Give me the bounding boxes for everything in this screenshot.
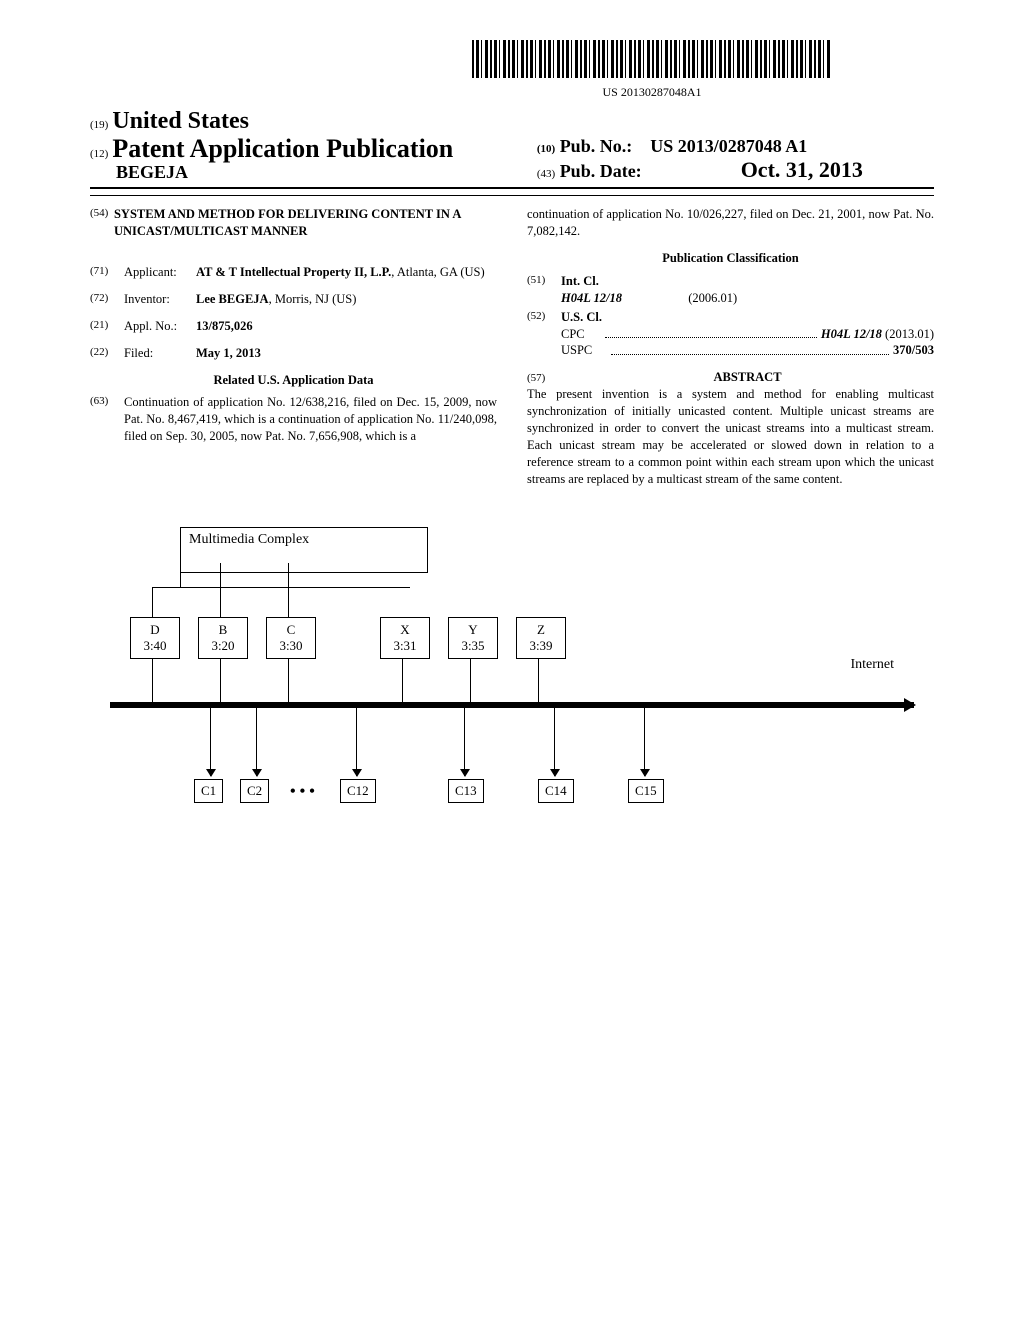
title-code: (54) <box>90 206 114 254</box>
node-D: D3:40 <box>130 617 180 658</box>
pub-date-label: Pub. Date: <box>560 161 642 181</box>
inventor-label: Inventor: <box>124 291 196 308</box>
pub-date-code: (43) <box>537 168 555 180</box>
client-C14: C14 <box>538 779 574 803</box>
continuation-text: Continuation of application No. 12/638,2… <box>124 394 497 445</box>
applno-label: Appl. No.: <box>124 318 196 335</box>
node-X: X3:31 <box>380 617 430 658</box>
node-B: B3:20 <box>198 617 248 658</box>
internet-label: Internet <box>850 657 894 673</box>
applicant-loc: Atlanta, GA (US) <box>397 265 485 279</box>
header-row: (19) United States (12) Patent Applicati… <box>90 108 934 189</box>
client-C15: C15 <box>628 779 664 803</box>
barcode-number: US 20130287048A1 <box>370 85 934 100</box>
intcl-year: (2006.01) <box>688 291 737 305</box>
intcl-label: Int. Cl. <box>561 274 599 288</box>
intcl-value: H04L 12/18 <box>561 291 622 305</box>
pub-type-code: (12) <box>90 148 108 160</box>
multimedia-complex-box: Multimedia Complex <box>180 527 428 573</box>
abstract-text: The present invention is a system and me… <box>527 386 934 487</box>
client-C13: C13 <box>448 779 484 803</box>
continuation-code: (63) <box>90 394 124 445</box>
invention-title: SYSTEM AND METHOD FOR DELIVERING CONTENT… <box>114 206 497 240</box>
left-column: (54) SYSTEM AND METHOD FOR DELIVERING CO… <box>90 206 497 487</box>
cpc-year: (2013.01) <box>885 327 934 341</box>
uscl-code: (52) <box>527 309 561 360</box>
country: United States <box>112 108 249 134</box>
pub-no-code: (10) <box>537 143 555 155</box>
filed-code: (22) <box>90 345 124 362</box>
node-Z: Z3:39 <box>516 617 566 658</box>
diagram: Multimedia Complex D3:40 B3:20 C3:30 X3:31 Y… <box>90 527 934 847</box>
intcl-code: (51) <box>527 273 561 307</box>
cpc-label: CPC <box>561 326 601 343</box>
abstract-code: (57) <box>527 371 561 386</box>
continuation-cont: continuation of application No. 10/026,2… <box>527 206 934 240</box>
inventor-header: BEGEJA <box>116 162 527 183</box>
related-heading: Related U.S. Application Data <box>90 372 497 389</box>
inventor-loc: Morris, NJ (US) <box>275 292 357 306</box>
abstract-heading: ABSTRACT <box>561 369 934 386</box>
barcode-area: US 20130287048A1 <box>90 40 934 100</box>
bus-line <box>110 702 914 708</box>
node-Y: Y3:35 <box>448 617 498 658</box>
client-C12: C12 <box>340 779 376 803</box>
applicant-code: (71) <box>90 264 124 281</box>
filed-label: Filed: <box>124 345 196 362</box>
inventor-name: Lee BEGEJA <box>196 292 269 306</box>
ellipsis: • • • <box>290 783 315 801</box>
class-heading: Publication Classification <box>527 250 934 267</box>
pub-no-label: Pub. No.: <box>560 136 633 156</box>
client-C2: C2 <box>240 779 269 803</box>
applicant-name: AT & T Intellectual Property II, L.P. <box>196 265 391 279</box>
uscl-label: U.S. Cl. <box>561 310 602 324</box>
uspc-value: 370/503 <box>893 343 934 357</box>
client-C1: C1 <box>194 779 223 803</box>
applicant-label: Applicant: <box>124 264 196 281</box>
node-C: C3:30 <box>266 617 316 658</box>
country-code: (19) <box>90 119 108 131</box>
pub-type: Patent Application Publication <box>112 134 453 163</box>
applno-code: (21) <box>90 318 124 335</box>
right-column: continuation of application No. 10/026,2… <box>527 206 934 487</box>
pub-date: Oct. 31, 2013 <box>741 157 863 182</box>
applno: 13/875,026 <box>196 319 253 333</box>
inventor-code: (72) <box>90 291 124 308</box>
pub-no: US 2013/0287048 A1 <box>650 136 807 156</box>
uspc-label: USPC <box>561 342 607 359</box>
barcode <box>472 40 832 78</box>
filed-date: May 1, 2013 <box>196 346 261 360</box>
